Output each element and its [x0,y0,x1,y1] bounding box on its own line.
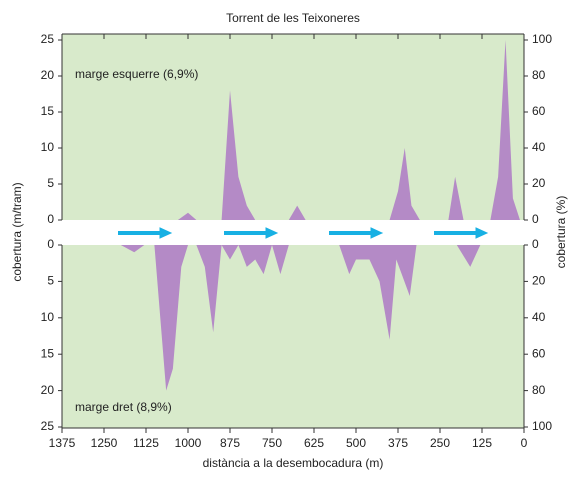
panel-label: marge esquerre (6,9%) [75,67,198,81]
chart-title: Torrent de les Teixoneres [226,11,360,25]
area [62,245,524,391]
y-tick-label: 20 [41,383,55,397]
y2-tick-label: 60 [532,346,546,360]
arrow-head [265,227,279,239]
panel-label: marge dret (8,9%) [75,400,172,414]
x-axis-label: distància a la desembocadura (m) [203,456,384,470]
x-tick-label: 125 [472,436,492,450]
x-tick-label: 1375 [49,436,76,450]
y-tick-label: 15 [41,104,55,118]
x-tick-label: 250 [430,436,450,450]
y2-tick-label: 40 [532,140,546,154]
y2-tick-label: 100 [532,32,552,46]
x-tick-label: 375 [388,436,408,450]
y-tick-label: 5 [47,176,54,190]
y-tick-label: 10 [41,310,55,324]
y2-tick-label: 80 [532,68,546,82]
y-tick-label: 25 [41,32,55,46]
arrow-head [475,227,489,239]
x-tick-label: 1125 [133,436,159,450]
x-tick-label: 1000 [175,436,202,450]
y-tick-label: 25 [41,419,55,433]
y2-tick-label: 0 [532,237,539,251]
x-tick-label: 500 [346,436,366,450]
x-tick-label: 875 [220,436,240,450]
y-tick-label: 15 [41,346,55,360]
x-tick-label: 750 [262,436,282,450]
y2-tick-label: 20 [532,274,546,288]
x-tick-label: 625 [304,436,324,450]
y2-tick-label: 60 [532,104,546,118]
y-tick-label: 0 [47,237,54,251]
y2-tick-label: 20 [532,176,546,190]
flow-arrows [118,227,489,239]
x-tick-label: 1250 [91,436,118,450]
arrow-head [370,227,384,239]
y-tick-label: 5 [47,274,54,288]
y-tick-label: 20 [41,68,55,82]
y-tick-label: 0 [47,212,54,226]
y-axis-label: cobertura (m/tram) [10,182,24,281]
x-tick-label: 0 [521,436,528,450]
y2-tick-label: 100 [532,419,552,433]
y2-axis-label: cobertura (%) [554,196,568,269]
arrow-head [159,227,173,239]
y2-tick-label: 40 [532,310,546,324]
y-tick-label: 10 [41,140,55,154]
y2-tick-label: 0 [532,212,539,226]
y2-tick-label: 80 [532,383,546,397]
